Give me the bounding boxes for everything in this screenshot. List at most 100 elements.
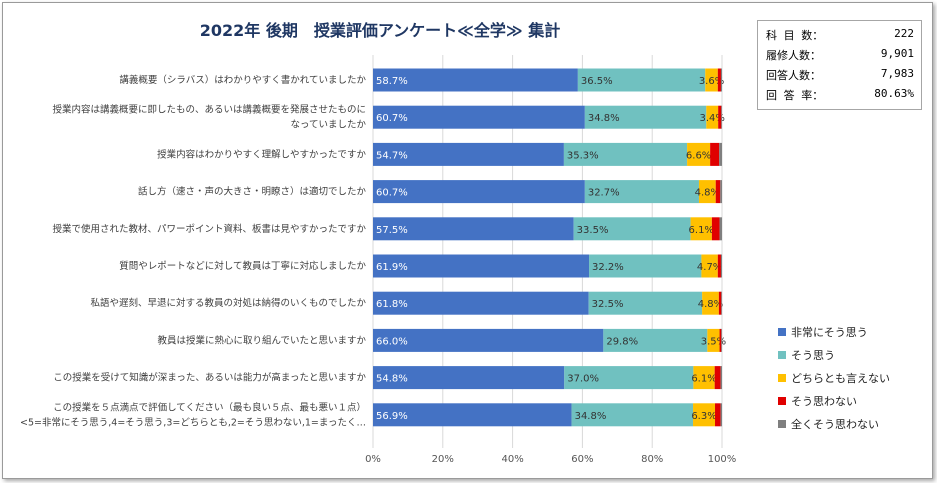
category-label: 講義概要（シラバス）はわかりやすく書かれていましたか bbox=[119, 74, 366, 86]
category-label: 授業内容は講義概要に即したもの、あるいは講義概要を発展させたものに bbox=[52, 104, 366, 116]
bar-segment bbox=[373, 68, 578, 92]
x-tick-label: 0% bbox=[365, 454, 381, 465]
legend-swatch bbox=[778, 373, 786, 382]
bar-segment bbox=[373, 180, 585, 204]
legend: 非常にそう思うそう思う どちらとも言えないそう思わない全くそう思わない bbox=[778, 320, 890, 435]
category-label: なっていましたか bbox=[290, 120, 366, 131]
bar-segment bbox=[588, 291, 703, 315]
legend-item: どちらとも言えない bbox=[778, 366, 890, 389]
data-label: 3.4% bbox=[700, 113, 725, 124]
data-label: 61.8% bbox=[376, 299, 408, 310]
data-label: 57.5% bbox=[376, 225, 408, 236]
stat-value: 80.63% bbox=[874, 87, 914, 100]
data-label: 4.8% bbox=[698, 299, 723, 310]
data-label: 32.2% bbox=[592, 262, 624, 273]
bar-segment bbox=[571, 403, 694, 427]
data-label: 6.1% bbox=[689, 225, 714, 236]
bar-segment bbox=[702, 291, 719, 315]
data-label: 60.7% bbox=[376, 188, 408, 199]
category-label: 私語や遅刻、早退に対する教員の対処は納得のいくものでしたか bbox=[90, 297, 366, 309]
bar-segment bbox=[373, 254, 590, 278]
x-tick-label: 80% bbox=[641, 454, 663, 465]
legend-label: 全くそう思わない bbox=[791, 417, 879, 431]
legend-item: 全くそう思わない bbox=[778, 412, 890, 435]
bar-segment bbox=[719, 217, 722, 241]
data-label: 35.3% bbox=[567, 150, 599, 161]
data-label: 60.7% bbox=[376, 113, 408, 124]
data-label: 32.7% bbox=[588, 188, 620, 199]
bar-segment bbox=[710, 142, 720, 166]
category-label: <5=非常にそう思う,4=そう思う,3=どちらとも,2=そう思わない,1=まった… bbox=[20, 416, 366, 428]
data-label: 34.8% bbox=[588, 113, 620, 124]
bar-segment bbox=[693, 366, 715, 390]
bar-segment bbox=[373, 366, 565, 390]
bar-segment bbox=[721, 328, 722, 352]
bar-segment bbox=[719, 142, 722, 166]
x-tick-label: 60% bbox=[571, 454, 593, 465]
legend-swatch bbox=[778, 327, 786, 336]
bar-segment bbox=[707, 328, 720, 352]
bar-segment bbox=[720, 180, 722, 204]
data-label: 3.6% bbox=[699, 76, 724, 87]
bar-segment bbox=[721, 291, 722, 315]
bar-segment bbox=[687, 142, 711, 166]
bar-segment bbox=[718, 291, 722, 315]
bar-segment bbox=[564, 366, 694, 390]
bar-segment bbox=[719, 328, 722, 352]
bar-segment bbox=[720, 403, 722, 427]
bar-segment bbox=[603, 328, 708, 352]
stats-box: 科 目 数： 222 履修人数： 9,901 回答人数： 7,983 回 答 率… bbox=[757, 20, 922, 110]
bar-segment bbox=[717, 254, 721, 278]
data-label: 56.9% bbox=[376, 411, 408, 422]
category-label: 教員は授業に熱心に取り組んでいたと思いますか bbox=[157, 334, 366, 346]
bar-segment bbox=[698, 180, 716, 204]
legend-swatch bbox=[778, 396, 786, 405]
stat-label: 回 答 率： bbox=[766, 89, 824, 102]
bar-segment bbox=[714, 366, 721, 390]
bar-segment bbox=[717, 68, 721, 92]
bar-segment bbox=[373, 403, 572, 427]
bar-segment bbox=[715, 180, 721, 204]
bar-segment bbox=[720, 68, 722, 92]
stat-label: 科 目 数： bbox=[766, 29, 824, 42]
stat-row-courses: 科 目 数： 222 bbox=[766, 27, 914, 43]
bar-segment bbox=[373, 291, 589, 315]
category-label: 授業内容はわかりやすく理解しやすかったですか bbox=[157, 148, 366, 160]
legend-label: 非常にそう思う bbox=[791, 325, 868, 339]
legend-swatch bbox=[778, 350, 786, 359]
bar-segment bbox=[720, 366, 722, 390]
bar-segment bbox=[584, 180, 699, 204]
bar-segment bbox=[373, 142, 564, 166]
data-label: 61.9% bbox=[376, 262, 408, 273]
stat-row-respondents: 回答人数： 7,983 bbox=[766, 67, 914, 83]
category-label: 授業で使用された教材、パワーポイント資料、板書は見やすかったですか bbox=[52, 223, 366, 235]
bar-segment bbox=[720, 254, 722, 278]
data-label: 6.1% bbox=[691, 374, 716, 385]
category-label: この授業を５点満点で評価してください（最も良い５点、最も悪い１点） bbox=[53, 401, 366, 413]
data-label: 3.5% bbox=[701, 336, 726, 347]
bar-segment bbox=[701, 254, 718, 278]
legend-swatch bbox=[778, 419, 786, 428]
data-label: 33.5% bbox=[577, 225, 609, 236]
data-label: 66.0% bbox=[376, 336, 408, 347]
bar-segment bbox=[721, 105, 722, 129]
data-label: 6.3% bbox=[691, 411, 716, 422]
category-label: 話し方（速さ・声の大きさ・明瞭さ）は適切でしたか bbox=[138, 186, 367, 198]
data-label: 29.8% bbox=[606, 336, 638, 347]
bar-segment bbox=[715, 403, 721, 427]
data-label: 4.7% bbox=[697, 262, 722, 273]
bar-segment bbox=[589, 254, 702, 278]
bar-segment bbox=[705, 68, 718, 92]
data-label: 4.8% bbox=[695, 188, 720, 199]
stat-value: 222 bbox=[894, 27, 914, 40]
stat-row-enrolled: 履修人数： 9,901 bbox=[766, 47, 914, 63]
bar-segment bbox=[563, 142, 688, 166]
legend-label: そう思わない bbox=[791, 394, 857, 408]
data-label: 34.8% bbox=[575, 411, 607, 422]
bar-segment bbox=[706, 105, 719, 129]
legend-item: そう思う bbox=[778, 343, 890, 366]
data-label: 54.7% bbox=[376, 150, 408, 161]
legend-item: そう思わない bbox=[778, 389, 890, 412]
x-tick-label: 20% bbox=[432, 454, 454, 465]
